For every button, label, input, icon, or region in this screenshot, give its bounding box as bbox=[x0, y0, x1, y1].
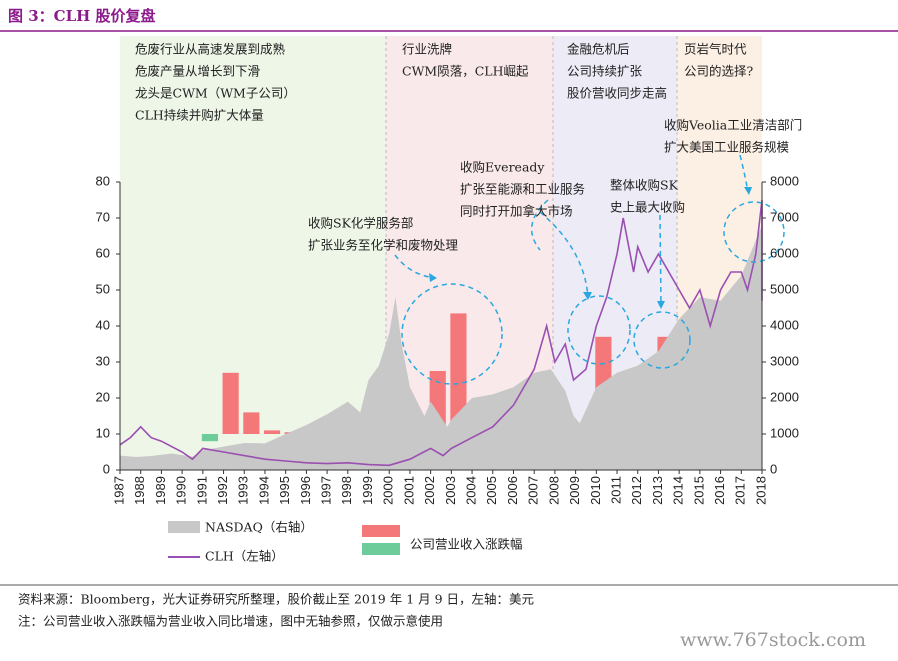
x-tick-label: 2011 bbox=[608, 476, 623, 504]
y2-tick-label: 3000 bbox=[770, 353, 799, 368]
legend-swatch bbox=[362, 525, 400, 537]
x-tick-label: 2009 bbox=[567, 476, 582, 505]
annotation: 扩张业务至化学和废物处理 bbox=[308, 238, 459, 253]
legend-swatch bbox=[362, 543, 400, 555]
x-tick-label: 2010 bbox=[588, 476, 603, 505]
annotation: 整体收购SK bbox=[610, 178, 679, 193]
y2-tick-label: 1000 bbox=[770, 425, 799, 440]
y2-tick-label: 4000 bbox=[770, 317, 799, 332]
x-tick-label: 2005 bbox=[484, 476, 499, 505]
annotation: CLH持续并购扩大体量 bbox=[135, 108, 264, 123]
annotation: 危废行业从高速发展到成熟 bbox=[135, 42, 286, 57]
legend-label: NASDAQ（右轴） bbox=[205, 520, 313, 535]
x-tick-label: 1994 bbox=[256, 476, 271, 505]
y2-tick-label: 2000 bbox=[770, 389, 799, 404]
annotation: CWM陨落，CLH崛起 bbox=[402, 64, 529, 79]
x-tick-label: 2007 bbox=[526, 476, 541, 505]
annotation: 金融危机后 bbox=[567, 42, 630, 57]
y2-tick-label: 8000 bbox=[770, 173, 799, 188]
y2-tick-label: 5000 bbox=[770, 281, 799, 296]
bar bbox=[263, 430, 281, 434]
x-tick-label: 2002 bbox=[422, 476, 437, 505]
x-tick-label: 2008 bbox=[546, 476, 561, 505]
bar bbox=[243, 412, 260, 434]
note: 注：公司营业收入涨跌幅为营业收入同比增速，图中无轴参照，仅做示意使用 bbox=[18, 614, 443, 629]
x-tick-label: 1989 bbox=[153, 476, 168, 505]
y-tick-label: 70 bbox=[96, 209, 110, 224]
legend-label: 公司营业收入涨跌幅 bbox=[410, 537, 523, 552]
annotation: 收购Veolia工业清洁部门 bbox=[664, 118, 802, 133]
annotation: 股价营收同步走高 bbox=[567, 86, 667, 101]
watermark: www.767stock.com bbox=[680, 629, 866, 651]
x-tick-label: 1993 bbox=[236, 476, 251, 505]
nasdaq-area bbox=[120, 200, 762, 470]
x-tick-label: 2014 bbox=[671, 476, 686, 505]
annotation: 收购SK化学服务部 bbox=[308, 216, 413, 231]
annotation: 公司的选择? bbox=[684, 64, 754, 79]
x-tick-label: 1990 bbox=[174, 476, 189, 505]
y-tick-label: 50 bbox=[96, 281, 110, 296]
legend-label: CLH（左轴） bbox=[205, 549, 284, 564]
bar bbox=[222, 372, 239, 434]
clh-line bbox=[119, 199, 763, 467]
y2-tick-label: 7000 bbox=[770, 209, 799, 224]
x-tick-label: 1996 bbox=[298, 476, 313, 505]
arrowheads bbox=[429, 187, 752, 309]
annotation: 收购Eveready bbox=[460, 160, 545, 175]
x-tick-label: 1988 bbox=[132, 476, 147, 505]
y-tick-label: 40 bbox=[96, 317, 110, 332]
y2-tick-label: 0 bbox=[770, 461, 777, 476]
x-tick-label: 1999 bbox=[360, 476, 375, 505]
x-tick-label: 1998 bbox=[339, 476, 354, 505]
x-tick-label: 2003 bbox=[443, 476, 458, 505]
y-tick-label: 10 bbox=[96, 425, 110, 440]
x-tick-label: 2004 bbox=[464, 476, 479, 505]
bar bbox=[201, 434, 218, 442]
x-tick-label: 2017 bbox=[733, 476, 748, 505]
x-tick-label: 1987 bbox=[111, 476, 126, 505]
y-tick-label: 30 bbox=[96, 353, 110, 368]
annotation: 危废产量从增长到下滑 bbox=[135, 64, 260, 79]
x-tick-label: 2013 bbox=[650, 476, 665, 505]
y-tick-label: 80 bbox=[96, 173, 110, 188]
x-tick-label: 1995 bbox=[277, 476, 292, 505]
annotation: 同时打开加拿大市场 bbox=[460, 204, 573, 219]
x-tick-label: 1997 bbox=[319, 476, 334, 505]
annotation: 史上最大收购 bbox=[610, 200, 685, 215]
x-tick-label: 2006 bbox=[505, 476, 520, 505]
title: 图 3：CLH 股价复盘 bbox=[8, 7, 156, 25]
y-tick-label: 20 bbox=[96, 389, 110, 404]
bar bbox=[450, 313, 467, 434]
annotation: 页岩气时代 bbox=[684, 42, 747, 57]
x-tick-label: 1992 bbox=[215, 476, 230, 505]
x-tick-label: 2012 bbox=[629, 476, 644, 505]
x-tick-label: 2000 bbox=[381, 476, 396, 505]
annotation: 扩张至能源和工业服务 bbox=[460, 182, 585, 197]
x-tick-label: 2015 bbox=[691, 476, 706, 505]
x-tick-label: 1991 bbox=[194, 476, 209, 505]
annotation: 公司持续扩张 bbox=[567, 64, 643, 79]
y-tick-label: 60 bbox=[96, 245, 110, 260]
legend-swatch bbox=[168, 521, 200, 533]
y-tick-label: 0 bbox=[103, 461, 110, 476]
annotation: 行业洗牌 bbox=[402, 42, 452, 57]
phase-bg bbox=[120, 36, 386, 470]
x-tick-label: 2018 bbox=[753, 476, 768, 505]
x-tick-label: 2001 bbox=[401, 476, 416, 505]
x-tick-label: 2016 bbox=[712, 476, 727, 505]
annotation: 扩大美国工业服务规模 bbox=[664, 140, 790, 155]
annotation: 龙头是CWM（WM子公司） bbox=[135, 86, 296, 101]
highlight-circles bbox=[394, 154, 785, 385]
source: 资料来源：Bloomberg，光大证券研究所整理，股价截止至 2019 年 1 … bbox=[18, 592, 534, 607]
y2-tick-label: 6000 bbox=[770, 245, 799, 260]
